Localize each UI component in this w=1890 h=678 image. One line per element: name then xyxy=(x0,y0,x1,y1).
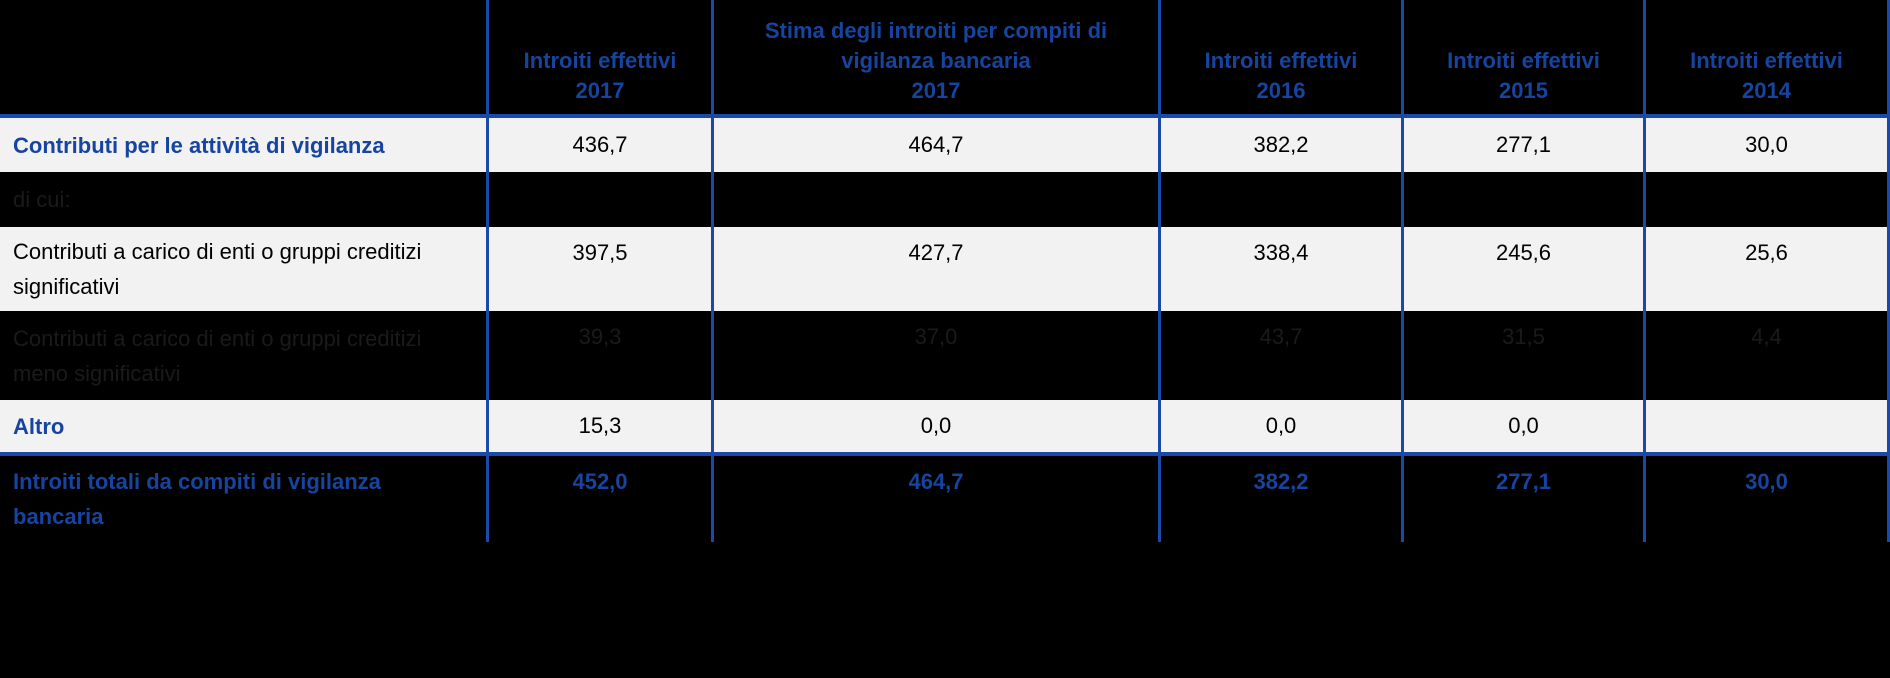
header-introiti-effettivi-2016: Introiti effettivi 2016 xyxy=(1161,0,1404,114)
row-altro-value-2017: 15,3 xyxy=(489,400,714,452)
row-meno-significativi-value-2014: 4,4 xyxy=(1646,311,1890,400)
header-introiti-effettivi-2017: Introiti effettivi 2017 xyxy=(489,0,714,114)
row-significativi-value-2017: 397,5 xyxy=(489,227,714,311)
row-altro-value-2014 xyxy=(1646,400,1890,452)
row-significativi-value-2014: 25,6 xyxy=(1646,227,1890,311)
row-vigilanza-value-2015: 277,1 xyxy=(1404,118,1646,172)
row-meno-significativi-value-stima-2017: 37,0 xyxy=(714,311,1161,400)
total-separator-rule xyxy=(0,452,1890,456)
row-totali-label: Introiti totali da compiti di vigilanza … xyxy=(0,456,489,542)
header-row-label-column xyxy=(0,0,489,114)
row-significativi-label: Contributi a carico di enti o gruppi cre… xyxy=(0,227,489,311)
row-vigilanza-value-2017: 436,7 xyxy=(489,118,714,172)
row-significativi-value-2015: 245,6 xyxy=(1404,227,1646,311)
row-di-cui-value-2014 xyxy=(1646,172,1890,227)
row-altro-label: Altro xyxy=(0,400,489,452)
row-altro-value-2015: 0,0 xyxy=(1404,400,1646,452)
row-vigilanza-value-2016: 382,2 xyxy=(1161,118,1404,172)
row-significativi-value-2016: 338,4 xyxy=(1161,227,1404,311)
header-introiti-effettivi-2015: Introiti effettivi 2015 xyxy=(1404,0,1646,114)
row-vigilanza-label: Contributi per le attività di vigilanza xyxy=(0,118,489,172)
row-totali-value-2014: 30,0 xyxy=(1646,456,1890,542)
fees-table: Introiti effettivi 2017 Stima degli intr… xyxy=(0,0,1890,542)
row-meno-significativi-value-2016: 43,7 xyxy=(1161,311,1404,400)
row-altro-value-2016: 0,0 xyxy=(1161,400,1404,452)
row-totali-value-2017: 452,0 xyxy=(489,456,714,542)
row-di-cui-label: di cui: xyxy=(0,172,489,227)
row-totali-value-2016: 382,2 xyxy=(1161,456,1404,542)
row-totali-value-2015: 277,1 xyxy=(1404,456,1646,542)
header-introiti-effettivi-2014: Introiti effettivi 2014 xyxy=(1646,0,1890,114)
row-di-cui-value-2016 xyxy=(1161,172,1404,227)
row-altro-value-stima-2017: 0,0 xyxy=(714,400,1161,452)
row-di-cui-value-stima-2017 xyxy=(714,172,1161,227)
row-meno-significativi-value-2017: 39,3 xyxy=(489,311,714,400)
row-vigilanza-value-2014: 30,0 xyxy=(1646,118,1890,172)
row-significativi-value-stima-2017: 427,7 xyxy=(714,227,1161,311)
row-totali-value-stima-2017: 464,7 xyxy=(714,456,1161,542)
row-meno-significativi-label: Contributi a carico di enti o gruppi cre… xyxy=(0,311,489,400)
row-meno-significativi-value-2015: 31,5 xyxy=(1404,311,1646,400)
row-di-cui-value-2017 xyxy=(489,172,714,227)
row-vigilanza-value-stima-2017: 464,7 xyxy=(714,118,1161,172)
header-stima-introiti-2017: Stima degli introiti per compiti di vigi… xyxy=(714,0,1161,114)
row-di-cui-value-2015 xyxy=(1404,172,1646,227)
header-separator-rule xyxy=(0,114,1890,118)
